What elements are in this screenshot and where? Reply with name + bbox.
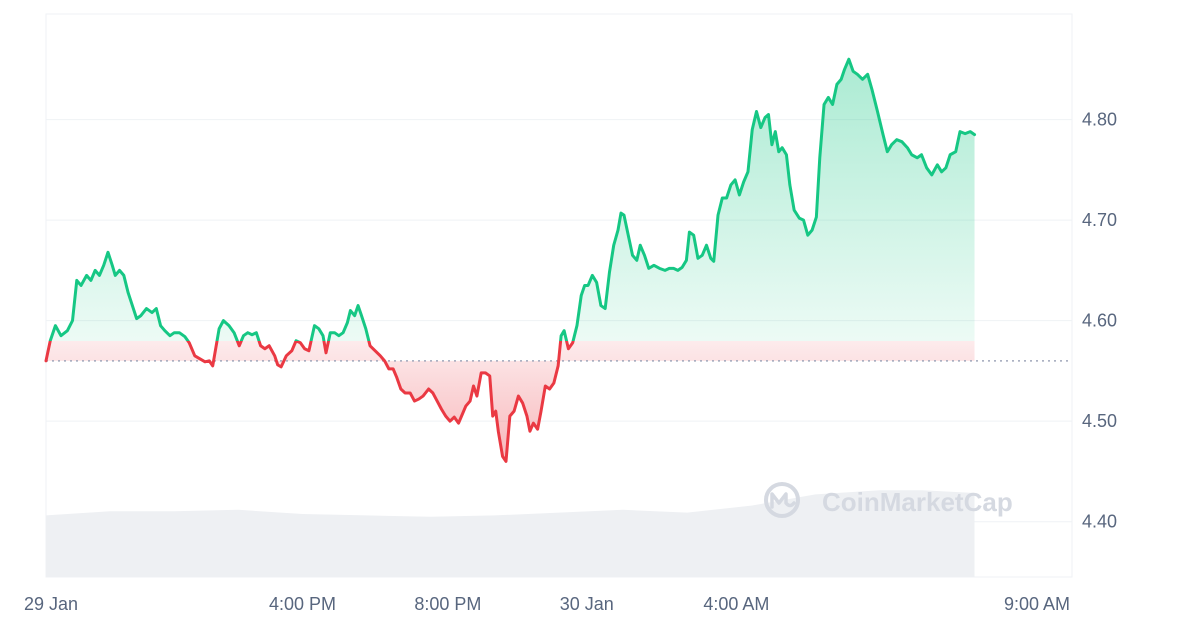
watermark-text: CoinMarketCap xyxy=(822,487,1013,517)
y-tick-label: 4.60 xyxy=(1082,311,1117,331)
x-tick-label: 8:00 PM xyxy=(414,594,481,614)
price-line-up xyxy=(48,57,977,341)
x-tick-label: 4:00 PM xyxy=(269,594,336,614)
y-tick-label: 4.80 xyxy=(1082,110,1117,130)
watermark: CoinMarketCap xyxy=(764,482,1013,518)
y-tick-label: 4.70 xyxy=(1082,210,1117,230)
area-fill-above-baseline xyxy=(50,59,975,341)
volume-area-shape xyxy=(46,490,975,577)
y-axis-ticks: 4.40 4.50 4.60 4.70 4.80 xyxy=(1082,110,1117,532)
x-axis-ticks: 29 Jan 4:00 PM 8:00 PM 30 Jan 4:00 AM 9:00 AM xyxy=(24,594,1070,614)
price-area-fills xyxy=(46,59,975,462)
x-tick-label: 30 Jan xyxy=(560,594,614,614)
price-line-down xyxy=(44,341,575,463)
x-tick-label: 29 Jan xyxy=(24,594,78,614)
coinmarketcap-logo-mark xyxy=(770,492,796,509)
y-tick-label: 4.50 xyxy=(1082,411,1117,431)
area-fill-below-baseline xyxy=(46,341,975,462)
y-tick-label: 4.40 xyxy=(1082,512,1117,532)
price-lines xyxy=(44,57,977,463)
x-tick-label: 9:00 AM xyxy=(1004,594,1070,614)
volume-area xyxy=(46,490,975,577)
x-tick-label: 4:00 AM xyxy=(703,594,769,614)
coinmarketcap-logo-icon xyxy=(764,482,800,518)
